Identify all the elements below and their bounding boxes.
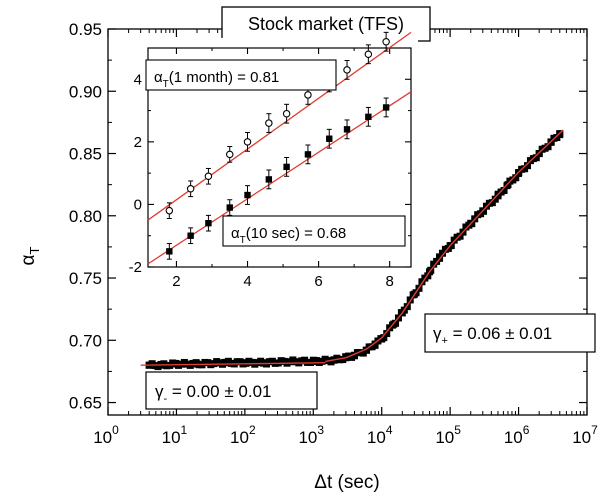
inset-point-filled-square	[205, 220, 212, 227]
data-point	[418, 278, 426, 286]
data-point	[438, 249, 446, 257]
inset-point-open-circle	[304, 91, 312, 99]
inset-point-filled-square	[187, 232, 194, 239]
gamma-plus-box	[424, 313, 596, 353]
data-point	[309, 357, 317, 365]
data-point	[350, 351, 358, 359]
x-tick-label: 105	[435, 423, 461, 447]
y-tick-label: 0.85	[69, 145, 102, 164]
inset-point-open-circle	[282, 109, 291, 118]
data-point	[494, 192, 502, 200]
inset-point-open-circle	[186, 185, 195, 193]
inset-x-tick-label: 4	[243, 273, 251, 290]
x-tick-label: 104	[367, 423, 393, 447]
x-tick-label: 101	[162, 423, 188, 447]
data-point	[371, 340, 379, 348]
x-tick-label: 102	[230, 423, 256, 447]
y-tick-label: 0.70	[69, 331, 102, 350]
x-axis-label: Δt (sec)	[314, 472, 379, 493]
inset-point-filled-square	[244, 191, 251, 199]
inset-point-open-circle	[343, 66, 351, 74]
x-tick-label: 103	[298, 423, 324, 447]
data-point	[500, 187, 508, 195]
inset-point-filled-square	[226, 204, 233, 211]
data-point	[544, 143, 552, 151]
inset-y-tick-label: 2	[134, 134, 142, 151]
data-point	[289, 357, 297, 365]
y-tick-label: 0.75	[69, 269, 102, 288]
inset-y-tick-label: 0	[134, 196, 142, 213]
inset-point-filled-square	[365, 113, 372, 121]
inset-point-filled-square	[166, 248, 173, 255]
data-point	[378, 335, 386, 343]
data-point	[436, 253, 444, 261]
inset-point-open-circle	[382, 37, 390, 46]
inset-annotation-month-box	[145, 59, 337, 91]
x-tick-label: 107	[572, 423, 598, 447]
inset-point-open-circle	[243, 138, 252, 146]
inset-plot-frame	[147, 47, 412, 268]
inset-point-filled-square	[343, 126, 351, 133]
inset-point-filled-square	[382, 104, 390, 111]
data-point	[532, 154, 540, 162]
gamma-minus-box	[145, 371, 318, 410]
x-tick-label: 106	[504, 423, 530, 447]
data-point	[172, 360, 180, 368]
data-point	[261, 359, 269, 367]
inset-point-filled-square	[326, 135, 333, 142]
inset-point-filled-square	[265, 176, 273, 183]
inset-point-filled-square	[283, 163, 290, 171]
inset-annotation-10sec: αT(10 sec) = 0.68	[231, 225, 346, 246]
inset-point-open-circle	[265, 119, 273, 127]
inset-x-tick-label: 8	[386, 273, 394, 290]
main-plot-layer: 100 101 102 103 104 105 106 107 0.65 0.70 0.75 0.80…	[69, 20, 598, 447]
inset-point-open-circle	[225, 150, 234, 159]
inset-x-tick-label: 2	[172, 273, 180, 290]
inset-y-tick-label: 4	[134, 71, 142, 88]
y-axis-label: αT	[18, 246, 42, 265]
inset-x-tick-label: 6	[314, 273, 322, 290]
data-point	[515, 169, 523, 177]
data-point	[524, 162, 532, 170]
data-point	[512, 174, 520, 182]
chart-title: Stock market (TFS)	[248, 14, 404, 34]
y-tick-label: 0.90	[69, 82, 102, 101]
inset-point-open-circle	[364, 50, 373, 59]
x-tick-label: 100	[93, 423, 119, 447]
inset-point-filled-square	[304, 151, 312, 158]
data-point	[363, 346, 371, 354]
inset-plot-layer: 2 4 6 8 -2 0 2 4	[129, 31, 412, 290]
inset-point-open-circle	[204, 172, 213, 181]
data-point	[456, 232, 464, 240]
data-point	[241, 359, 249, 367]
y-tick-label: 0.80	[69, 207, 102, 226]
inset-point-open-circle	[165, 206, 174, 215]
gamma-plus-annotation: γ+ = 0.06 ± 0.01	[433, 324, 552, 347]
data-point	[547, 138, 555, 146]
inset-y-tick-label: -2	[129, 259, 142, 276]
y-tick-label: 0.95	[69, 20, 102, 39]
fit-line	[325, 129, 564, 363]
inset-annotation-month: αT(1 month) = 0.81	[154, 69, 279, 90]
y-tick-label: 0.65	[69, 394, 102, 413]
data-point	[220, 359, 228, 367]
fit-line	[140, 362, 326, 366]
data-point	[383, 330, 391, 338]
inset-annotation-10sec-box	[222, 215, 406, 247]
gamma-minus-annotation: γ- = 0.00 ± 0.01	[155, 382, 272, 405]
data-point	[424, 272, 432, 280]
